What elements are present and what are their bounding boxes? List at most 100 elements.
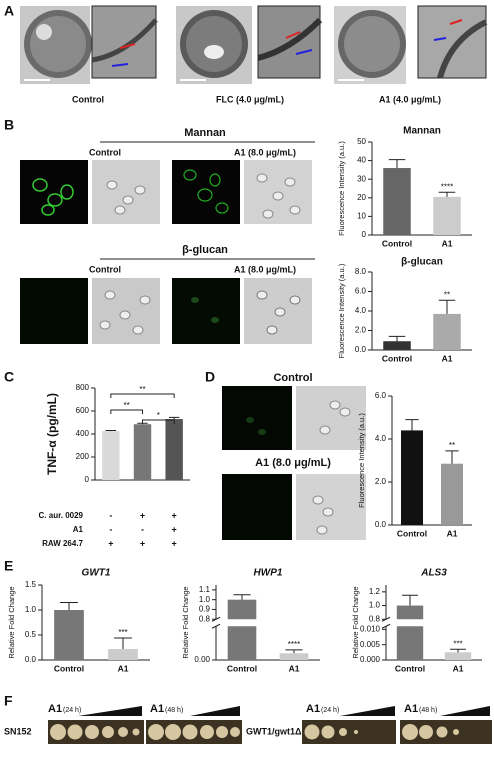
significance: **** — [441, 182, 453, 191]
y-tick-label: 0.9 — [199, 605, 211, 614]
strain-label: GWT1/gwt1Δ — [246, 726, 302, 736]
y-tick-label: 0 — [362, 230, 367, 239]
y-axis-label: Fluorescence Intensity (a.u.) — [337, 263, 346, 358]
y-tick-label: 0.0 — [25, 655, 37, 664]
y-axis-label: Relative Fold Change — [351, 586, 360, 658]
y-tick-label: 400 — [76, 429, 90, 438]
error-bar — [445, 450, 459, 464]
time-label: (48 h) — [419, 707, 437, 714]
condition-label: A1 (8.0 μg/mL) — [255, 457, 331, 469]
chart-title: GWT1 — [82, 568, 111, 579]
x-tick-label: A1 — [453, 663, 464, 673]
table-row-label: C. aur. 0029 — [39, 511, 84, 520]
bracket — [110, 409, 143, 414]
y-tick-label: 6.0 — [375, 391, 387, 400]
y-tick-label: 20 — [357, 193, 366, 202]
y-tick-label: 800 — [76, 383, 90, 392]
group-title: Mannan — [184, 127, 226, 139]
error-bar — [233, 594, 251, 600]
condition-label: Control — [273, 372, 312, 384]
bar — [108, 649, 138, 660]
y-tick-label: 0.5 — [25, 630, 37, 639]
table-cell: - — [141, 524, 144, 534]
micrographs-d — [222, 386, 366, 540]
panel-letter: F — [4, 693, 13, 709]
drug-label: A1 — [48, 703, 62, 715]
axis-break — [381, 616, 391, 629]
chart-title: Mannan — [403, 126, 441, 137]
x-tick-label: A1 — [442, 238, 453, 248]
panel-letter: D — [205, 369, 215, 385]
table-cell: - — [109, 524, 112, 534]
x-tick-label: A1 — [118, 663, 129, 673]
y-tick-label: 0.010 — [360, 624, 381, 633]
table-cell: + — [172, 510, 177, 520]
condition-label: Control — [89, 147, 121, 157]
significance: ** — [449, 441, 455, 450]
condition-label: A1 (8.0 μg/mL) — [234, 264, 296, 274]
error-bar — [105, 430, 117, 432]
error-bar — [168, 416, 180, 420]
condition-label: A1 (8.0 μg/mL) — [234, 147, 296, 157]
significance: ** — [139, 385, 145, 394]
significance: *** — [453, 639, 462, 648]
table-cell: + — [172, 538, 177, 548]
bar — [102, 431, 120, 480]
x-tick-label: Control — [54, 663, 84, 673]
y-tick-label: 1.5 — [25, 580, 37, 589]
error-bar — [402, 594, 418, 606]
panel-letter: A — [4, 3, 14, 19]
bar — [441, 463, 463, 525]
table-cell: + — [108, 538, 113, 548]
y-tick-label: 0.000 — [360, 655, 381, 664]
error-bar — [388, 335, 406, 342]
y-tick-label: 40 — [357, 156, 366, 165]
error-bar — [285, 649, 303, 654]
significance: ** — [444, 290, 450, 299]
y-tick-label: 10 — [357, 212, 366, 221]
y-tick-label: 1.0 — [369, 601, 381, 610]
y-tick-label: 4.0 — [355, 306, 367, 315]
y-tick-label: 200 — [76, 452, 90, 461]
bracket — [142, 419, 175, 424]
x-tick-label: A1 — [447, 528, 458, 538]
significance: **** — [288, 640, 300, 649]
panel-letter: C — [4, 369, 14, 385]
y-tick-label: 0.8 — [199, 614, 211, 623]
time-label: (48 h) — [165, 707, 183, 714]
y-tick-label: 0.00 — [194, 655, 210, 664]
y-tick-label: 1.2 — [369, 587, 381, 596]
y-tick-label: 50 — [357, 137, 366, 146]
y-tick-label: 4.0 — [375, 434, 387, 443]
y-axis-label: Relative Fold Change — [181, 586, 190, 658]
error-bar — [438, 191, 456, 197]
x-tick-label: A1 — [442, 353, 453, 363]
y-tick-label: 6.0 — [355, 287, 367, 296]
table-cell: + — [140, 510, 145, 520]
bar — [279, 653, 309, 660]
time-label: (24 h) — [321, 707, 339, 714]
error-bar — [405, 419, 419, 431]
error-bar — [438, 299, 456, 314]
bar — [433, 196, 461, 235]
chart-title: ALS3 — [420, 568, 447, 579]
table-cell: + — [140, 538, 145, 548]
bar — [433, 313, 461, 350]
condition-labels-f: A1 (24 h) A1 (48 h) A1 (24 h) A1 (48 h) — [48, 703, 437, 715]
drug-label: A1 — [306, 703, 320, 715]
significance: *** — [118, 628, 127, 637]
y-tick-label: 1.1 — [199, 585, 211, 594]
y-tick-label: 2.0 — [375, 477, 387, 486]
table-cell: + — [172, 524, 177, 534]
error-bar — [388, 159, 406, 169]
bar — [401, 430, 423, 525]
condition-label: Control — [89, 264, 121, 274]
y-tick-label: 0.0 — [355, 345, 367, 354]
y-tick-label: 8.0 — [355, 267, 367, 276]
panel-letter: E — [4, 558, 13, 574]
bar-break — [226, 619, 258, 627]
error-bar — [450, 648, 466, 653]
y-tick-label: 0.0 — [375, 520, 387, 529]
bar-break — [395, 619, 425, 627]
